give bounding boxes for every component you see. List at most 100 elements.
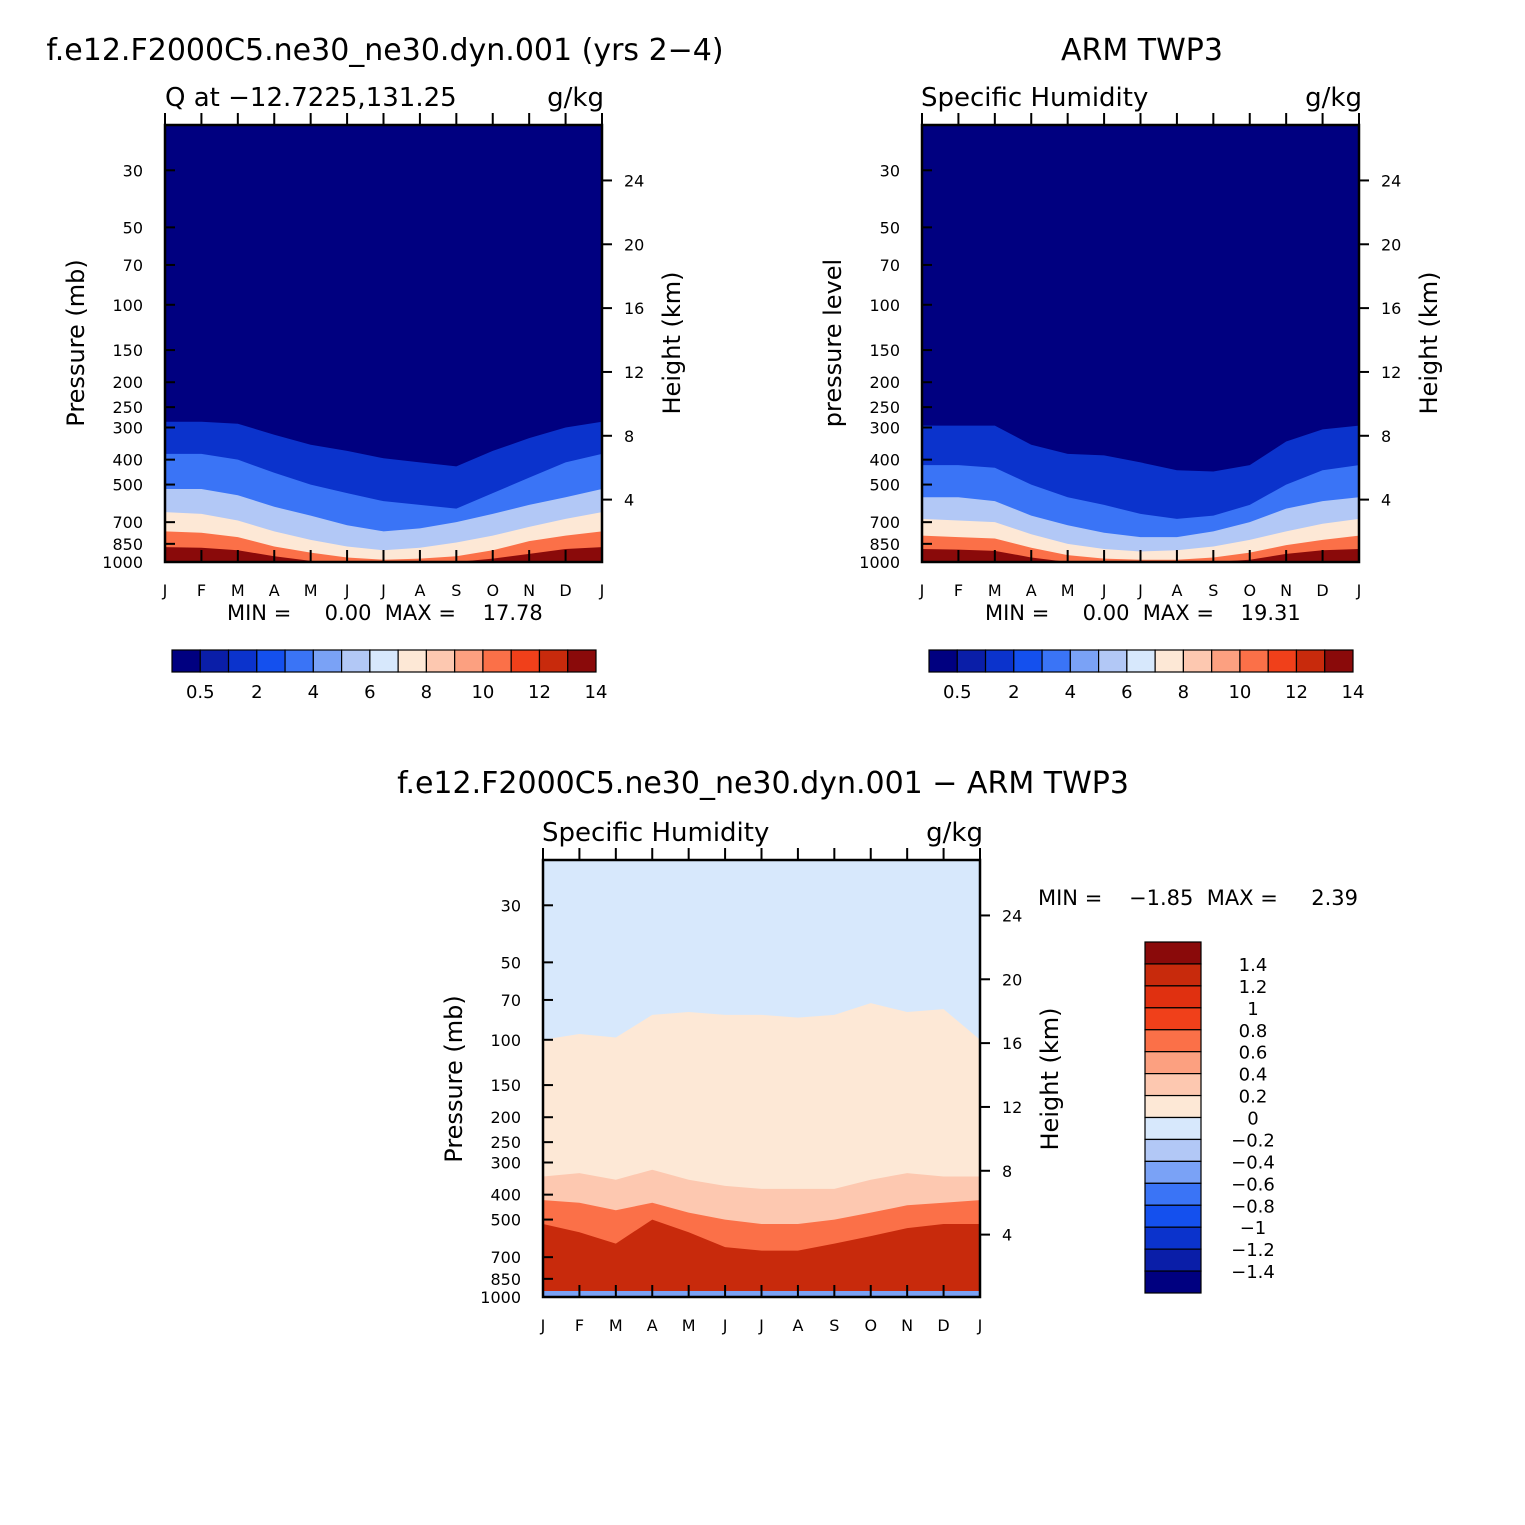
model-xtick-label: A xyxy=(269,581,280,600)
diff-ylabel: Pressure (mb) xyxy=(440,995,468,1162)
model-ytick-label: 70 xyxy=(123,256,143,275)
model-xtick-label: D xyxy=(559,581,571,600)
model-colorbar-swatch xyxy=(425,649,456,673)
diff-xtick-label: A xyxy=(647,1316,658,1335)
obs-colorbar-swatch xyxy=(1126,649,1156,673)
diff-xtick-label: J xyxy=(722,1316,728,1335)
obs-ytick-label: 250 xyxy=(869,398,900,417)
model-xtick-label: N xyxy=(523,581,535,600)
diff-colorbar-label: −1.4 xyxy=(1231,1262,1275,1283)
model-colorbar-swatch xyxy=(510,649,541,673)
diff-stats: MIN = −1.85 MAX = 2.39 xyxy=(1038,886,1358,910)
model-colorbar-label: 10 xyxy=(471,682,494,703)
model-colorbar-swatch xyxy=(341,649,371,673)
diff-colorbar-label: −1.2 xyxy=(1231,1240,1275,1261)
model-ytick-label: 850 xyxy=(112,535,143,554)
model-colorbar-swatch xyxy=(256,649,286,673)
diff-ytick-label: 150 xyxy=(490,1076,521,1095)
model-ytick-label: 400 xyxy=(112,451,143,470)
diff-ytick-label: 300 xyxy=(490,1154,521,1173)
model-ytick-label: 700 xyxy=(112,513,143,532)
obs-colorbar-label: 14 xyxy=(1342,682,1365,703)
model-colorbar-swatch xyxy=(171,649,201,673)
obs-y2tick-label: 16 xyxy=(1381,299,1401,318)
diff-y2label: Height (km) xyxy=(1036,1008,1064,1151)
obs-ytick-label: 70 xyxy=(880,256,900,275)
model-y2tick-label: 12 xyxy=(624,363,644,382)
model-colorbar-swatch xyxy=(567,649,597,673)
model-xtick-label: S xyxy=(451,581,461,600)
diff-xtick-label: J xyxy=(758,1316,764,1335)
diff-xtick-label: D xyxy=(937,1316,949,1335)
model-colorbar-swatch xyxy=(284,649,314,673)
obs-colorbar-swatch xyxy=(1041,649,1071,673)
obs-xtick-label: N xyxy=(1280,581,1292,600)
diff-ytick-label: 400 xyxy=(490,1186,521,1205)
diff-colorbar-swatch xyxy=(1144,941,1202,965)
model-xtick-label: O xyxy=(486,581,499,600)
model-colorbar-swatch xyxy=(538,649,569,673)
model-xtick-label: J xyxy=(162,581,168,600)
diff-ytick-label: 50 xyxy=(501,953,521,972)
obs-xtick-label: O xyxy=(1243,581,1256,600)
obs-ytick-label: 30 xyxy=(880,161,900,180)
model-colorbar-label: 0.5 xyxy=(186,682,215,703)
model-y2tick-label: 4 xyxy=(624,491,634,510)
model-colorbar-label: 8 xyxy=(421,682,432,703)
model-y2tick-label: 24 xyxy=(624,171,644,190)
diff-colorbar-label: 0.8 xyxy=(1239,1021,1268,1042)
model-subtitle: Q at −12.7225,131.25 xyxy=(165,83,457,113)
model-colorbar-swatch xyxy=(397,649,427,673)
obs-y2tick-label: 12 xyxy=(1381,363,1401,382)
obs-ytick-label: 100 xyxy=(869,296,900,315)
diff-colorbar-swatch xyxy=(1144,1094,1202,1119)
model-ytick-label: 30 xyxy=(123,161,143,180)
obs-stats: MIN = 0.00 MAX = 19.31 xyxy=(985,601,1301,625)
obs-ytick-label: 300 xyxy=(869,419,900,438)
diff-colorbar: 1.41.210.80.60.40.20−0.2−0.4−0.6−0.8−1−1… xyxy=(1144,941,1275,1294)
model-title: f.e12.F2000C5.ne30_ne30.dyn.001 (yrs 2−4… xyxy=(46,33,723,68)
model-colorbar-label: 12 xyxy=(528,682,551,703)
diff-colorbar-swatch xyxy=(1144,1116,1202,1141)
model-ylabel: Pressure (mb) xyxy=(62,259,90,426)
model-xtick-label: J xyxy=(599,581,605,600)
obs-colorbar-swatch xyxy=(1211,649,1241,673)
diff-units: g/kg xyxy=(926,818,983,848)
diff-colorbar-swatch xyxy=(1144,1051,1202,1075)
obs-colorbar-swatch xyxy=(1239,649,1269,673)
obs-ytick-label: 50 xyxy=(880,218,900,237)
model-ytick-label: 200 xyxy=(112,373,143,392)
diff-xtick-label: F xyxy=(575,1316,584,1335)
model-units: g/kg xyxy=(547,83,604,113)
model-colorbar-swatch xyxy=(227,649,258,673)
diff-ytick-label: 850 xyxy=(490,1270,521,1289)
diff-y2tick-label: 4 xyxy=(1002,1226,1012,1245)
obs-colorbar-label: 6 xyxy=(1121,682,1132,703)
diff-colorbar-swatch xyxy=(1144,1160,1202,1184)
obs-xtick-label: S xyxy=(1208,581,1218,600)
model-colorbar-swatch xyxy=(369,649,399,673)
diff-ytick-label: 70 xyxy=(501,991,521,1010)
obs-xtick-label: M xyxy=(988,581,1002,600)
model-xtick-label: J xyxy=(344,581,350,600)
obs-xtick-label: A xyxy=(1026,581,1037,600)
model-y2label: Height (km) xyxy=(658,272,686,415)
diff-colorbar-label: −0.8 xyxy=(1231,1196,1275,1217)
obs-y2tick-label: 8 xyxy=(1381,427,1391,446)
obs-field xyxy=(922,125,1359,562)
model-ytick-label: 300 xyxy=(112,419,143,438)
obs-y2label: Height (km) xyxy=(1415,272,1443,415)
model-colorbar-label: 2 xyxy=(251,682,262,703)
model-ytick-label: 50 xyxy=(123,218,143,237)
obs-colorbar-swatch xyxy=(956,649,987,673)
diff-colorbar-label: −1 xyxy=(1240,1218,1267,1239)
diff-colorbar-label: 0.4 xyxy=(1239,1065,1268,1086)
diff-colorbar-swatch xyxy=(1144,1073,1202,1097)
diff-ytick-label: 100 xyxy=(490,1031,521,1050)
diff-y2tick-label: 16 xyxy=(1002,1034,1022,1053)
diff-y2tick-label: 8 xyxy=(1002,1162,1012,1181)
model-xtick-label: F xyxy=(197,581,206,600)
obs-xtick-label: J xyxy=(919,581,925,600)
obs-ytick-label: 500 xyxy=(869,476,900,495)
obs-colorbar-swatch xyxy=(1182,649,1213,673)
